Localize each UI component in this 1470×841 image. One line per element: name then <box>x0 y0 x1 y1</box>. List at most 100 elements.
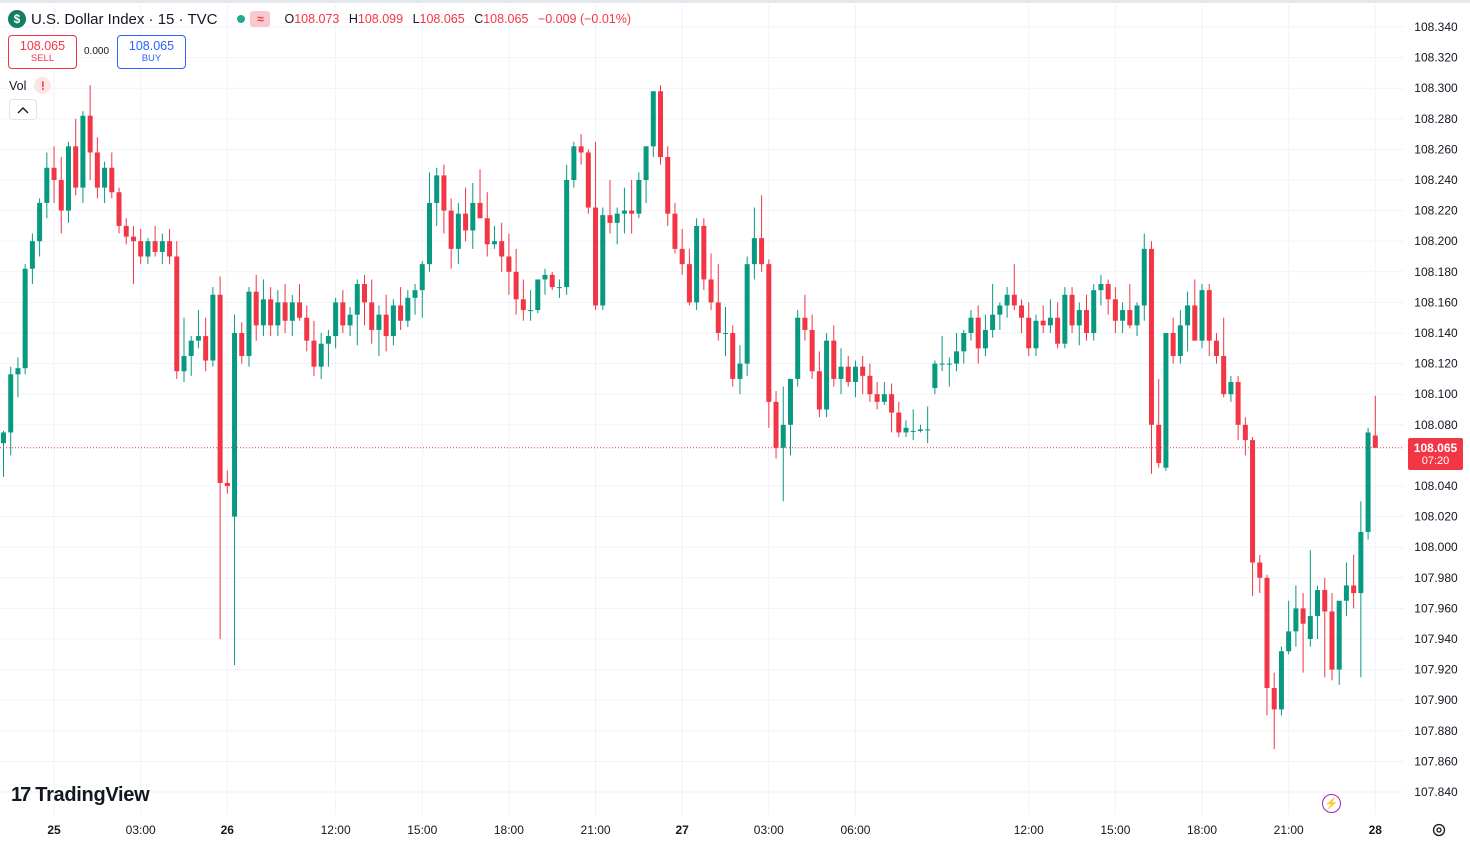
candle <box>203 317 209 372</box>
candle-body <box>694 225 700 303</box>
market-open-icon <box>237 15 246 23</box>
candle <box>470 183 476 249</box>
candle-body <box>997 305 1003 315</box>
candle-body <box>961 333 967 352</box>
candle <box>845 355 851 387</box>
candle-body <box>217 294 223 483</box>
data-status-icon[interactable]: ≈ <box>250 11 271 27</box>
candle <box>600 207 606 311</box>
candle <box>1047 299 1053 333</box>
candle-body <box>1112 299 1118 321</box>
change-value: −0.009 (−0.01%) <box>537 12 632 26</box>
collapse-indicators-button[interactable] <box>9 99 37 120</box>
candle <box>159 233 165 265</box>
candle-body <box>1300 608 1306 624</box>
candle-body <box>701 225 707 280</box>
candle-body <box>744 264 750 364</box>
price-tick-label: 107.980 <box>1414 571 1458 585</box>
high-label: H <box>348 12 358 26</box>
dollar-symbol-icon: $ <box>8 10 26 28</box>
candle-body <box>181 355 187 372</box>
candle-body <box>260 299 266 326</box>
price-tick-label: 108.240 <box>1414 173 1458 187</box>
tradingview-logo[interactable]: 17 TradingView <box>11 784 150 807</box>
candle <box>1322 577 1328 678</box>
candle <box>412 284 418 315</box>
candle-body <box>1257 562 1263 578</box>
candle <box>448 198 454 269</box>
candle <box>1091 284 1097 341</box>
candle <box>87 85 93 180</box>
time-tick-label: 18:00 <box>1187 823 1217 837</box>
candle <box>1098 274 1104 306</box>
candle-body <box>578 146 584 153</box>
candle <box>564 164 570 295</box>
lightning-icon[interactable]: ⚡ <box>1322 794 1341 813</box>
price-tick-label: 107.860 <box>1414 754 1458 768</box>
candle-body <box>1206 290 1212 341</box>
candle <box>116 187 122 234</box>
sell-button[interactable]: 108.065 SELL <box>8 35 77 69</box>
candle-body <box>1047 317 1053 326</box>
time-tick-label: 12:00 <box>1014 823 1044 837</box>
price-tick-label: 108.280 <box>1414 112 1458 126</box>
candle-body <box>297 302 303 318</box>
candle-body <box>304 317 310 341</box>
candle <box>621 187 627 234</box>
candle-body <box>686 264 692 303</box>
candle-body <box>1293 608 1299 632</box>
candle-body <box>1156 424 1162 464</box>
candle <box>167 228 173 265</box>
time-tick-label: 03:00 <box>754 823 784 837</box>
candle-body <box>571 146 577 180</box>
candle <box>852 360 858 398</box>
volume-indicator[interactable]: Vol ! <box>9 77 52 94</box>
candle-body <box>1 432 6 444</box>
candle <box>130 225 136 285</box>
candle <box>629 180 635 234</box>
candle-body <box>369 302 375 330</box>
time-axis[interactable]: 25 03:00 26 12:00 15:00 18:00 21:00 27 03:00 06:0… <box>47 823 1382 837</box>
candle-body <box>58 180 64 211</box>
candle-body <box>542 274 548 280</box>
candle-body <box>665 157 671 214</box>
candle-body <box>1358 531 1364 594</box>
candle-body <box>477 202 483 219</box>
candle <box>1264 574 1270 716</box>
ohlc-readout: O108.073 H108.099 L108.065 C108.065 −0.0… <box>284 12 631 26</box>
candle-body <box>1365 432 1371 532</box>
candle <box>867 363 873 402</box>
symbol-title[interactable]: U.S. Dollar Index · 15 · TVC <box>31 10 218 28</box>
candle-body <box>22 268 28 369</box>
candle <box>787 378 793 456</box>
candle-body <box>1192 305 1198 341</box>
candle-body <box>80 115 86 188</box>
candle-body <box>614 213 620 223</box>
candle-body <box>195 336 201 341</box>
candle <box>174 241 180 379</box>
settings-gear-icon[interactable] <box>1430 821 1448 839</box>
candle <box>723 306 728 356</box>
warning-icon[interactable]: ! <box>34 77 52 94</box>
buy-button[interactable]: 108.065 BUY <box>117 35 186 69</box>
candle-body <box>15 368 21 375</box>
candle <box>1011 264 1017 311</box>
candle-body <box>188 340 194 356</box>
price-axis[interactable]: 108.340 108.320 108.300 108.280 108.260 108.2… <box>1414 20 1458 799</box>
candle <box>1127 284 1133 329</box>
candle <box>15 357 21 398</box>
candle <box>1329 593 1335 681</box>
candle-body <box>109 167 115 193</box>
candle <box>1033 314 1039 356</box>
candle <box>708 253 714 311</box>
candle-body <box>73 146 79 188</box>
price-tick-label: 108.040 <box>1414 479 1458 493</box>
candle <box>484 192 490 257</box>
candle-body <box>116 192 122 226</box>
candle <box>824 333 830 418</box>
candle-body <box>412 290 418 298</box>
candle <box>578 134 584 165</box>
top-border <box>0 0 1470 3</box>
time-tick-label: 12:00 <box>321 823 351 837</box>
